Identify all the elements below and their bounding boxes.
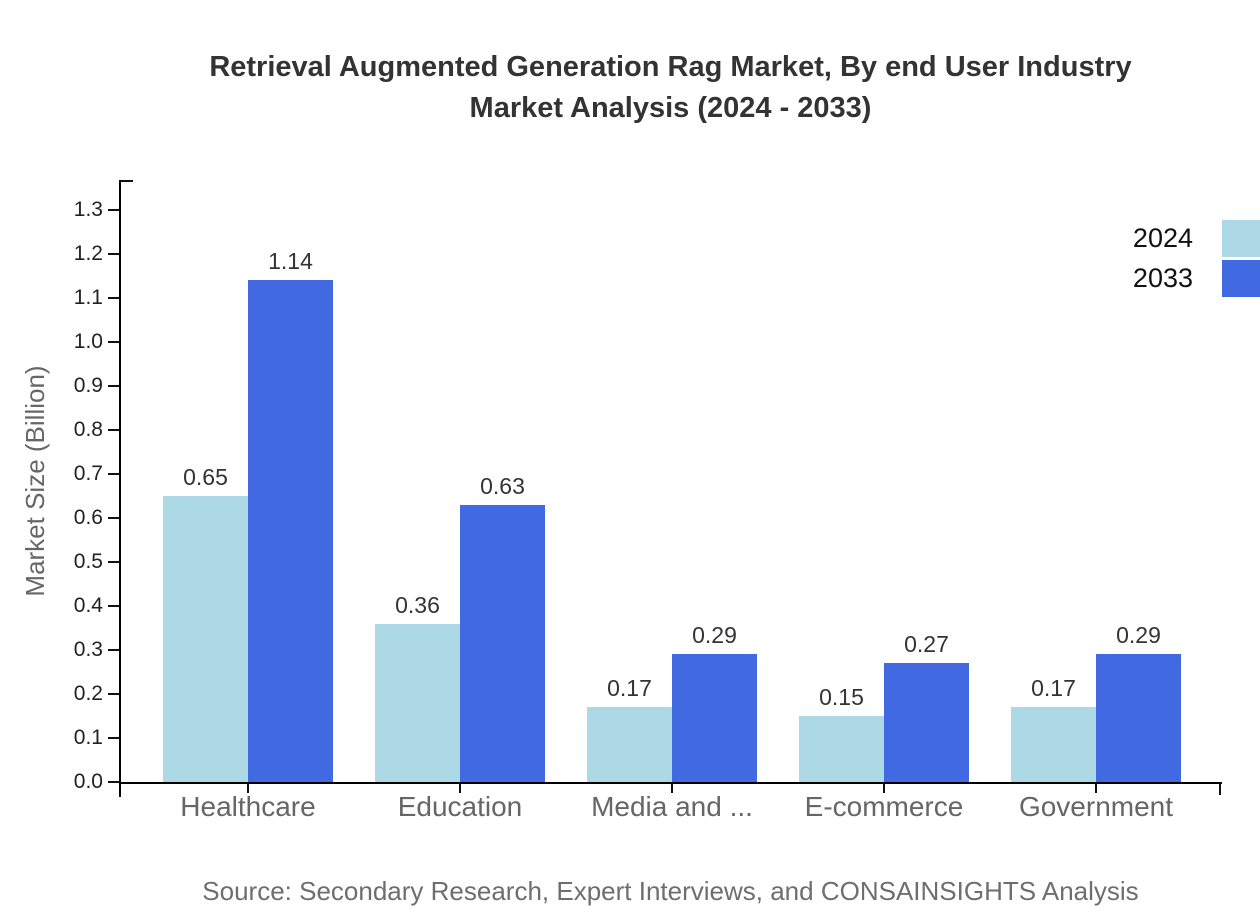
value-label: 1.14: [268, 248, 313, 274]
bar-2024-government: [1011, 707, 1096, 782]
legend-label-2033: 2033: [1132, 263, 1193, 293]
legend-item-2024: 2024: [1133, 220, 1260, 257]
legend-item-2033: 2033: [1133, 260, 1260, 297]
x-tick: [671, 782, 673, 793]
chart-title-line-2: Market Analysis (2024 - 2033): [469, 92, 872, 124]
y-tick: [108, 605, 119, 607]
y-tick: [108, 517, 119, 519]
y-tick: [108, 737, 119, 739]
y-tick-label: 0.7: [73, 462, 103, 485]
legend-swatch-2024: [1222, 220, 1260, 257]
bar-2024-media-and: [587, 707, 672, 782]
x-tick: [883, 782, 885, 793]
x-axis-right-cap-tick: [1219, 782, 1221, 795]
y-tick-label: 1.2: [73, 242, 103, 265]
y-tick: [108, 781, 119, 783]
y-tick-label: 0.9: [73, 374, 103, 397]
y-tick-label: 0.8: [73, 418, 103, 441]
y-tick-label: 0.4: [73, 594, 103, 617]
category-label: Government: [1018, 791, 1174, 822]
legend: 2024 2033: [1133, 220, 1260, 297]
category-label: Media and ...: [591, 791, 753, 822]
bar-2024-e-commerce: [799, 716, 884, 782]
y-tick: [108, 561, 119, 563]
y-tick-label: 1.0: [73, 330, 103, 353]
y-tick: [108, 693, 119, 695]
y-tick-label: 0.1: [73, 726, 103, 749]
bar-2033-e-commerce: [884, 663, 969, 782]
y-tick-label: 1.1: [73, 286, 103, 309]
y-tick-label: 0.3: [73, 638, 103, 661]
y-tick: [108, 385, 119, 387]
value-label: 0.29: [1116, 622, 1161, 648]
value-label: 0.15: [819, 684, 864, 710]
y-tick-label: 0.2: [73, 682, 103, 705]
bar-2033-media-and: [672, 654, 757, 782]
bar-2033-healthcare: [248, 280, 333, 782]
value-label: 0.36: [395, 592, 440, 618]
y-tick: [108, 473, 119, 475]
chart-title-line-1: Retrieval Augmented Generation Rag Marke…: [209, 51, 1132, 83]
value-label: 0.63: [480, 473, 525, 499]
value-label: 0.65: [183, 464, 228, 490]
y-tick-label: 0.5: [73, 550, 103, 573]
y-tick: [108, 253, 119, 255]
source-note: Source: Secondary Research, Expert Inter…: [202, 876, 1139, 906]
x-axis-spine: [119, 782, 1222, 784]
y-tick-label: 0.6: [73, 506, 103, 529]
legend-swatch-2033: [1222, 260, 1260, 297]
y-tick: [108, 649, 119, 651]
value-label: 0.29: [692, 622, 737, 648]
legend-label-2024: 2024: [1132, 223, 1193, 253]
bar-2024-education: [375, 624, 460, 782]
y-tick-label: 0.0: [73, 770, 103, 793]
y-tick: [108, 429, 119, 431]
y-tick: [108, 209, 119, 211]
y-tick: [108, 341, 119, 343]
value-label: 0.17: [1031, 675, 1076, 701]
value-label: 0.27: [904, 631, 949, 657]
x-tick: [247, 782, 249, 793]
category-label: Healthcare: [180, 791, 316, 822]
bar-2033-education: [460, 505, 545, 782]
x-tick: [1095, 782, 1097, 793]
bar-2024-healthcare: [163, 496, 248, 782]
category-label: Education: [397, 791, 523, 822]
category-label: E-commerce: [804, 791, 964, 822]
y-axis-top-cap-tick: [121, 180, 133, 182]
y-axis-spine: [119, 180, 121, 797]
bar-2033-government: [1096, 654, 1181, 782]
y-tick-label: 1.3: [73, 198, 103, 221]
x-tick: [459, 782, 461, 793]
value-label: 0.17: [607, 675, 652, 701]
y-tick: [108, 297, 119, 299]
chart-title: Retrieval Augmented Generation Rag Marke…: [120, 47, 1221, 129]
